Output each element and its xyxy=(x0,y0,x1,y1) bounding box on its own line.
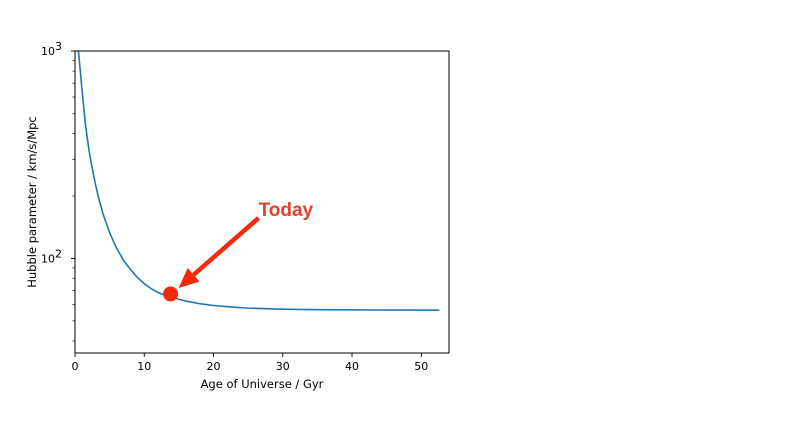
x-axis-label: Age of Universe / Gyr xyxy=(201,377,324,391)
y-tick-label: 10 xyxy=(41,252,55,265)
y-axis-label: Hubble parameter / km/s/Mpc xyxy=(25,116,39,288)
annotation-arrowhead xyxy=(178,268,200,288)
annotation-arrow xyxy=(192,216,261,277)
y-tick-label: 10 xyxy=(41,45,55,58)
today-marker xyxy=(163,286,179,302)
series-line-hubble-parameter xyxy=(77,50,440,311)
x-tick-label: 10 xyxy=(137,360,151,373)
annotation-today: Today xyxy=(259,200,314,221)
y-tick-exponent: 2 xyxy=(55,247,62,260)
x-tick-label: 20 xyxy=(207,360,221,373)
x-axis-ticks: 0 10 20 30 40 50 xyxy=(72,353,428,373)
x-tick-label: 40 xyxy=(345,360,359,373)
x-tick-label: 30 xyxy=(276,360,290,373)
x-tick-label: 0 xyxy=(72,360,79,373)
plot-frame xyxy=(74,50,450,354)
y-tick-exponent: 3 xyxy=(55,40,62,53)
x-tick-label: 50 xyxy=(414,360,428,373)
